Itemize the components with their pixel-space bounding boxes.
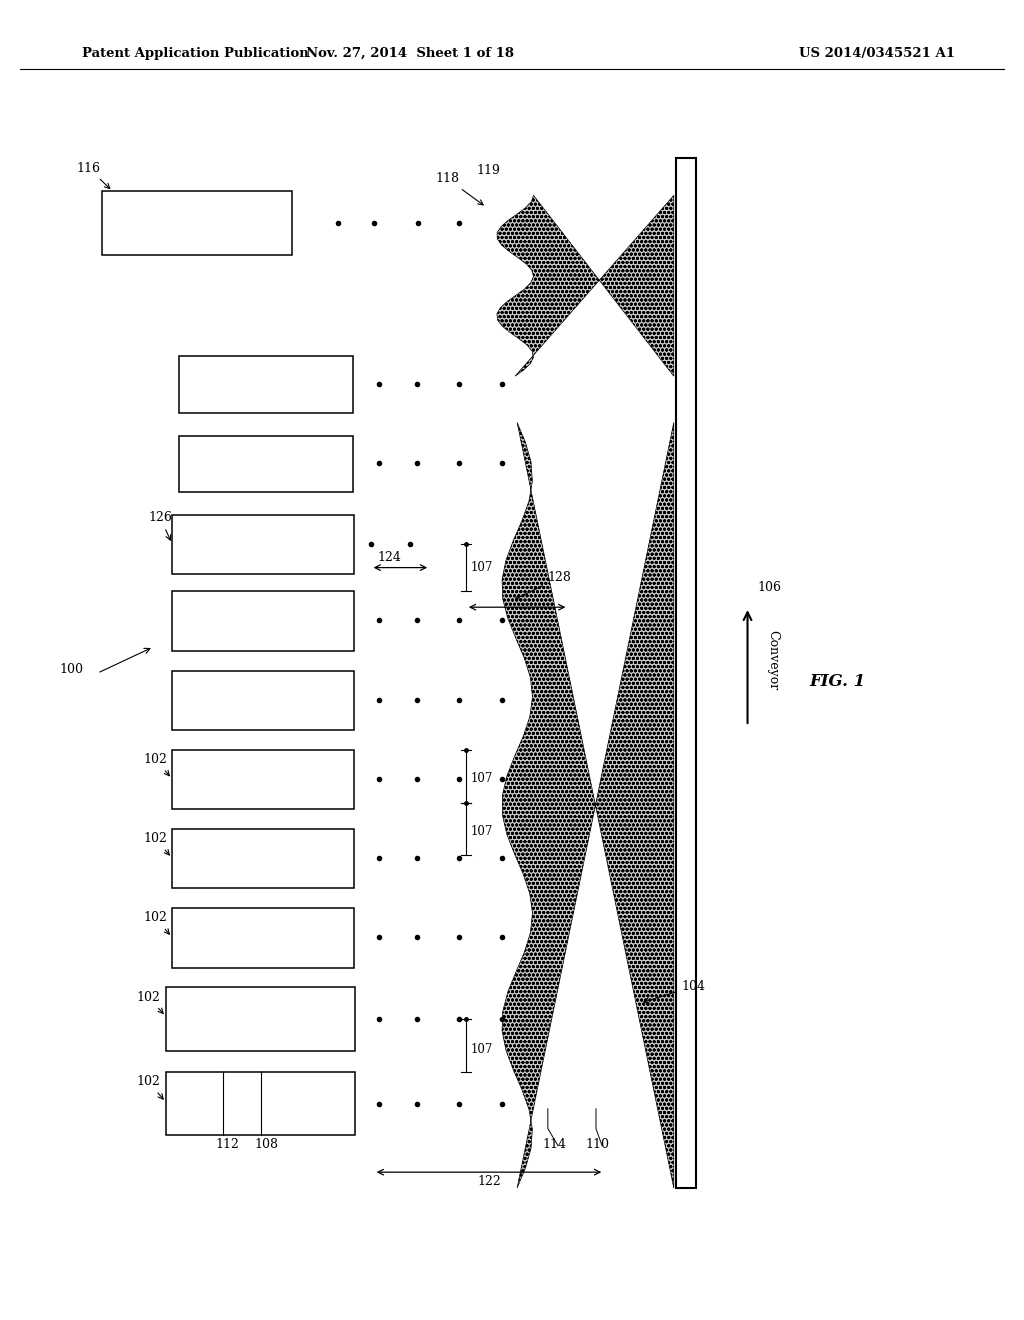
Text: 102: 102	[143, 832, 169, 855]
Bar	[179, 356, 353, 413]
Text: 122: 122	[477, 1175, 502, 1188]
Text: 100: 100	[59, 663, 83, 676]
Text: 114: 114	[543, 1138, 566, 1151]
Polygon shape	[497, 195, 674, 376]
Text: 116: 116	[77, 161, 110, 189]
Bar	[166, 987, 355, 1051]
Text: 107: 107	[471, 825, 494, 838]
Bar	[172, 515, 354, 574]
Polygon shape	[502, 422, 674, 1188]
Text: 124: 124	[377, 550, 401, 564]
Text: 107: 107	[471, 772, 494, 785]
Bar	[172, 908, 354, 968]
Text: 112: 112	[215, 1138, 239, 1151]
Text: 128: 128	[516, 570, 571, 599]
Bar	[172, 829, 354, 888]
Text: 107: 107	[471, 1043, 494, 1056]
Bar	[179, 436, 353, 492]
Text: 119: 119	[476, 164, 500, 177]
Text: 110: 110	[586, 1138, 609, 1151]
Text: 126: 126	[148, 511, 172, 540]
Bar	[102, 191, 292, 255]
Bar	[676, 158, 696, 1188]
Text: 102: 102	[143, 911, 169, 935]
Text: 108: 108	[254, 1138, 278, 1151]
Bar	[166, 1072, 355, 1135]
Text: 106: 106	[758, 581, 781, 594]
Text: 104: 104	[644, 979, 705, 1003]
Text: FIG. 1: FIG. 1	[809, 673, 865, 690]
Bar	[172, 671, 354, 730]
Text: 118: 118	[435, 172, 483, 205]
Text: Patent Application Publication: Patent Application Publication	[82, 46, 308, 59]
Text: Nov. 27, 2014  Sheet 1 of 18: Nov. 27, 2014 Sheet 1 of 18	[305, 46, 514, 59]
Text: 102: 102	[136, 990, 163, 1014]
Bar	[172, 750, 354, 809]
Text: US 2014/0345521 A1: US 2014/0345521 A1	[799, 46, 954, 59]
Bar	[172, 591, 354, 651]
Text: 102: 102	[136, 1074, 163, 1100]
Text: 102: 102	[143, 752, 169, 776]
Text: 107: 107	[471, 561, 494, 574]
Text: Conveyor: Conveyor	[767, 630, 779, 690]
